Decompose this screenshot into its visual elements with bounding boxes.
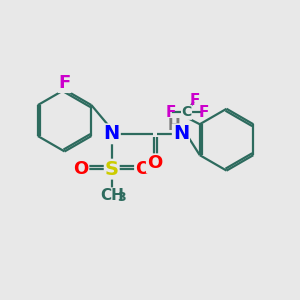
Text: O: O [73, 160, 88, 178]
Text: H: H [168, 118, 181, 133]
Text: S: S [105, 160, 119, 178]
Text: C: C [182, 106, 192, 119]
Text: O: O [147, 154, 162, 172]
Text: 3: 3 [117, 191, 125, 205]
Text: F: F [198, 105, 209, 120]
Text: N: N [173, 124, 189, 143]
Text: N: N [103, 124, 120, 143]
Text: CH: CH [100, 188, 124, 203]
Text: O: O [135, 160, 150, 178]
Text: F: F [58, 74, 71, 92]
Text: F: F [165, 105, 175, 120]
Text: F: F [190, 93, 200, 108]
